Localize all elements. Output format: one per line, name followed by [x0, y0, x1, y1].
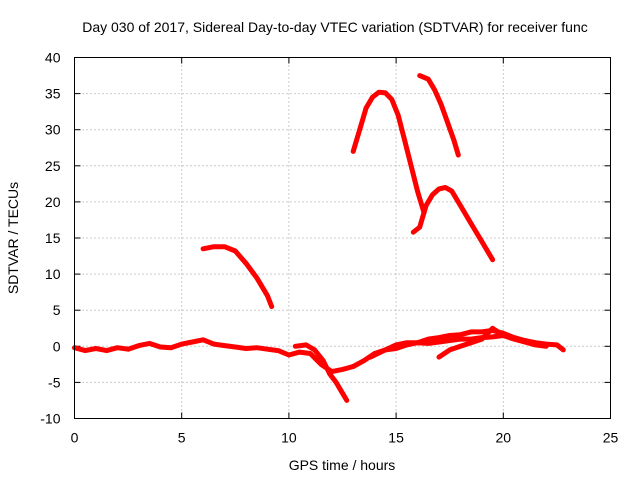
- x-tick-label: 15: [388, 430, 404, 446]
- chart-title: Day 030 of 2017, Sidereal Day-to-day VTE…: [82, 19, 588, 35]
- y-tick-label: 25: [45, 158, 61, 174]
- x-tick-label: 5: [178, 430, 186, 446]
- y-tick-label: 20: [45, 194, 61, 210]
- y-tick-label: 30: [45, 122, 61, 138]
- series-line-track-7: [350, 89, 427, 216]
- y-tick-label: 35: [45, 86, 61, 102]
- series-line-track-2: [292, 342, 350, 403]
- series-layer: [72, 73, 566, 403]
- x-tick-label: 25: [603, 430, 619, 446]
- x-tick-label: 0: [71, 430, 79, 446]
- x-tick-label: 10: [281, 430, 297, 446]
- y-tick-label: 0: [53, 338, 61, 354]
- series-line-track-9: [417, 73, 461, 158]
- y-axis-label: SDTVAR / TECUs: [5, 182, 21, 294]
- y-tick-label: 5: [53, 302, 61, 318]
- y-tick-label: 15: [45, 230, 61, 246]
- y-tick-label: -10: [40, 411, 60, 427]
- plot-frame: [74, 57, 611, 419]
- x-axis-label: GPS time / hours: [289, 457, 396, 473]
- series-line-track-5: [436, 325, 549, 360]
- x-tick-labels: 0 5 10 15 20 25: [71, 430, 619, 446]
- series-line-track-1: [72, 337, 356, 375]
- x-tick-label: 20: [496, 430, 512, 446]
- y-tick-label: 40: [45, 50, 61, 66]
- series-line-track-6: [200, 244, 275, 310]
- series-line-track-8: [410, 185, 496, 263]
- y-tick-labels: -10 -5 0 5 10 15 20 25 30 35 40: [40, 50, 60, 427]
- y-tick-label: 10: [45, 266, 61, 282]
- y-tick-label: -5: [48, 374, 61, 390]
- grid-lines: [74, 57, 611, 419]
